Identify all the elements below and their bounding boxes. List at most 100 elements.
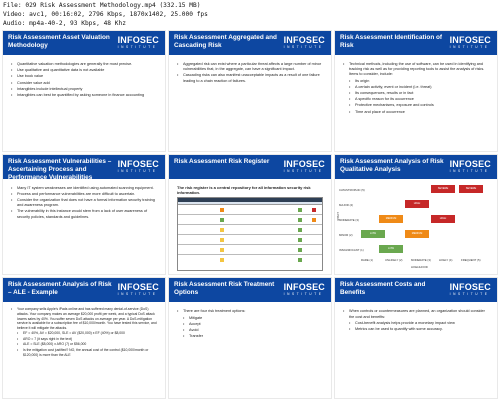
table-row [178,235,322,245]
matrix-cell: HIGH [431,214,455,223]
slide-title: Risk Assessment Asset Valuation Methodol… [8,34,110,49]
sub-bullet: Accept [177,322,325,327]
infosec-logo: INFOSEC INSTITUTE [283,158,325,173]
bullet: Use book value [11,74,159,79]
sub-bullet: Cost-benefit analysis helps provide a mo… [343,321,491,326]
slide-header: Risk Assessment Aggregated and Cascading… [169,31,331,55]
x-axis-title: LIKELIHOOD [411,264,428,269]
slide-vulnerabilities[interactable]: Risk Assessment Vulnerabilities – Ascert… [2,153,166,276]
matrix-cell: MEDIUM [405,229,429,238]
sub-bullet: Metrics can be used to quantify with som… [343,327,491,332]
y-label: CATASTROPHIC (5) [339,187,365,192]
slide-header: Risk Assessment Risk Treatment Options I… [169,278,331,303]
bullet: Cascading risks can also manifest unacce… [177,73,325,83]
slide-title: Risk Assessment Costs and Benefits [340,281,426,297]
x-label: LIKELY (4) [439,257,453,262]
file-line: File: 029 Risk Assessment Methodology.mp… [3,2,201,9]
bullet-list: Quantitative valuation methodologies are… [11,62,159,99]
audio-line: Audio: mp4a-40-2, 93 Kbps, 48 Khz [3,20,126,27]
bullet: Quantitative valuation methodologies are… [11,62,159,67]
x-label: UNLIKELY (2) [385,257,403,262]
risk-heat-matrix: CATASTROPHIC (5) MAJOR (4) MODERATE (3) … [335,155,497,275]
bullet: Use qualitative and quantitative data is… [11,68,159,73]
matrix-cell: SEVERE [431,184,455,193]
sub-bullet: A specific reason for its occurrence [343,97,491,102]
slide-qualitative-analysis[interactable]: Risk Assessment Analysis of Risk Qualita… [334,153,498,276]
bullet: Consider value add [11,81,159,86]
slide-title: Risk Assessment Vulnerabilities – Ascert… [8,157,112,181]
sub-bullet: Mitigate [177,316,325,321]
slide-ale-example[interactable]: Risk Assessment Analysis of Risk – ALE -… [2,277,166,399]
infosec-logo: INFOSEC INSTITUTE [449,282,491,297]
table-row [178,225,322,235]
register-subheader-bar [178,201,322,205]
bullet: Intangibles can best be quantified by as… [11,93,159,98]
sub-bullet: ALE = SLE ($8,000) x ARO (7) or $56,000 [11,342,159,347]
bullet-list: Many IT system weaknesses are identified… [11,186,159,221]
y-label: MODERATE (3) [339,217,359,222]
sub-bullet: Avoid [177,328,325,333]
bullet: Technical methods, including the use of … [343,62,491,78]
sub-bullet: Its consequences, results or in fact [343,91,491,96]
slide-header: Risk Assessment Vulnerabilities – Ascert… [3,154,165,181]
table-row [178,255,322,265]
slide-title: Risk Assessment Analysis of Risk – ALE -… [8,281,112,297]
infosec-logo: INFOSEC INSTITUTE [449,35,491,49]
bullet-list: Your company sells Apple's iPads online … [11,307,159,358]
matrix-cell: LOW [361,229,385,238]
matrix-cell: HIGH [405,199,429,208]
slide-costs-benefits[interactable]: Risk Assessment Costs and Benefits INFOS… [334,277,498,399]
x-label: MODERATE (3) [411,257,431,262]
bullet: Consider the organization that does not … [11,198,159,208]
bullet: Intangibles include intellectual propert… [11,87,159,92]
table-row [178,205,322,215]
file-info: File: 029 Risk Assessment Methodology.mp… [3,1,497,29]
sub-bullet: A certain activity, event or incident (i… [343,85,491,90]
slide-title: Risk Assessment Risk Treatment Options [174,281,275,297]
bullet: The vulnerability in this instance would… [11,209,159,219]
slide-treatment-options[interactable]: Risk Assessment Risk Treatment Options I… [168,277,332,399]
slide-risk-register[interactable]: Risk Assessment Risk Register INFOSEC INS… [168,153,332,276]
bullet: When controls or countermeasures are pla… [343,309,491,319]
slide-aggregated-risk[interactable]: Risk Assessment Aggregated and Cascading… [168,30,332,152]
infosec-logo: INFOSEC INSTITUTE [449,158,491,173]
infosec-logo: INFOSEC INSTITUTE [283,282,325,297]
slide-asset-valuation[interactable]: Risk Assessment Asset Valuation Methodol… [2,30,166,152]
bullet-list: Aggregated risk can exist where a partic… [177,62,325,85]
infosec-logo: INFOSEC INSTITUTE [283,35,325,49]
sub-bullet: Is the mitigation cost justified? NO, th… [11,348,159,357]
sub-bullet: EF = 40%, AV = $20,000, SLE = AV ($20,00… [11,331,159,336]
bullet-list: There are four risk treatment options: M… [177,309,325,340]
sub-bullet: Time and place of occurrence [343,110,491,115]
x-label: FREQUENT (5) [461,257,481,262]
infosec-logo: INFOSEC INSTITUTE [117,282,159,297]
sub-bullet: Its origin [343,79,491,84]
bullet: Your company sells Apple's iPads online … [11,307,159,330]
matrix-cell: LOW [379,244,403,253]
matrix-cell: SEVERE [459,184,483,193]
bullet: Aggregated risk can exist where a partic… [177,62,325,72]
bullet-list: Technical methods, including the use of … [343,62,491,116]
slide-title: Risk Assessment Aggregated and Cascading… [174,34,277,49]
slide-header: Risk Assessment Asset Valuation Methodol… [3,31,165,55]
y-label: MAJOR (4) [339,202,353,207]
bullet: Many IT system weaknesses are identified… [11,186,159,191]
table-row [178,245,322,255]
video-line: Video: avc1, 00:16:02, 2796 Kbps, 1870x1… [3,11,208,18]
register-caption: The risk register is a central repositor… [177,184,311,195]
slide-header: Risk Assessment Analysis of Risk – ALE -… [3,278,165,303]
sub-bullet: Transfer [177,334,325,339]
y-axis-title: IMPACT [336,211,340,221]
slide-header: Risk Assessment Risk Register INFOSEC INS… [169,154,331,179]
slide-header: Risk Assessment Analysis of Risk Qualita… [335,154,497,179]
infosec-logo: INFOSEC INSTITUTE [117,158,159,173]
bullet: There are four risk treatment options: [177,309,325,314]
x-label: RARE (1) [361,257,373,262]
y-label: MINOR (2) [339,232,353,237]
sub-bullet: Protective mechanisms, exposure and cont… [343,103,491,108]
matrix-cell: MEDIUM [379,214,403,223]
slide-identification-of-risk[interactable]: Risk Assessment Identification of Risk I… [334,30,498,152]
register-header-bar [178,197,322,202]
risk-register-table [177,196,323,271]
slide-header: Risk Assessment Identification of Risk I… [335,31,497,55]
